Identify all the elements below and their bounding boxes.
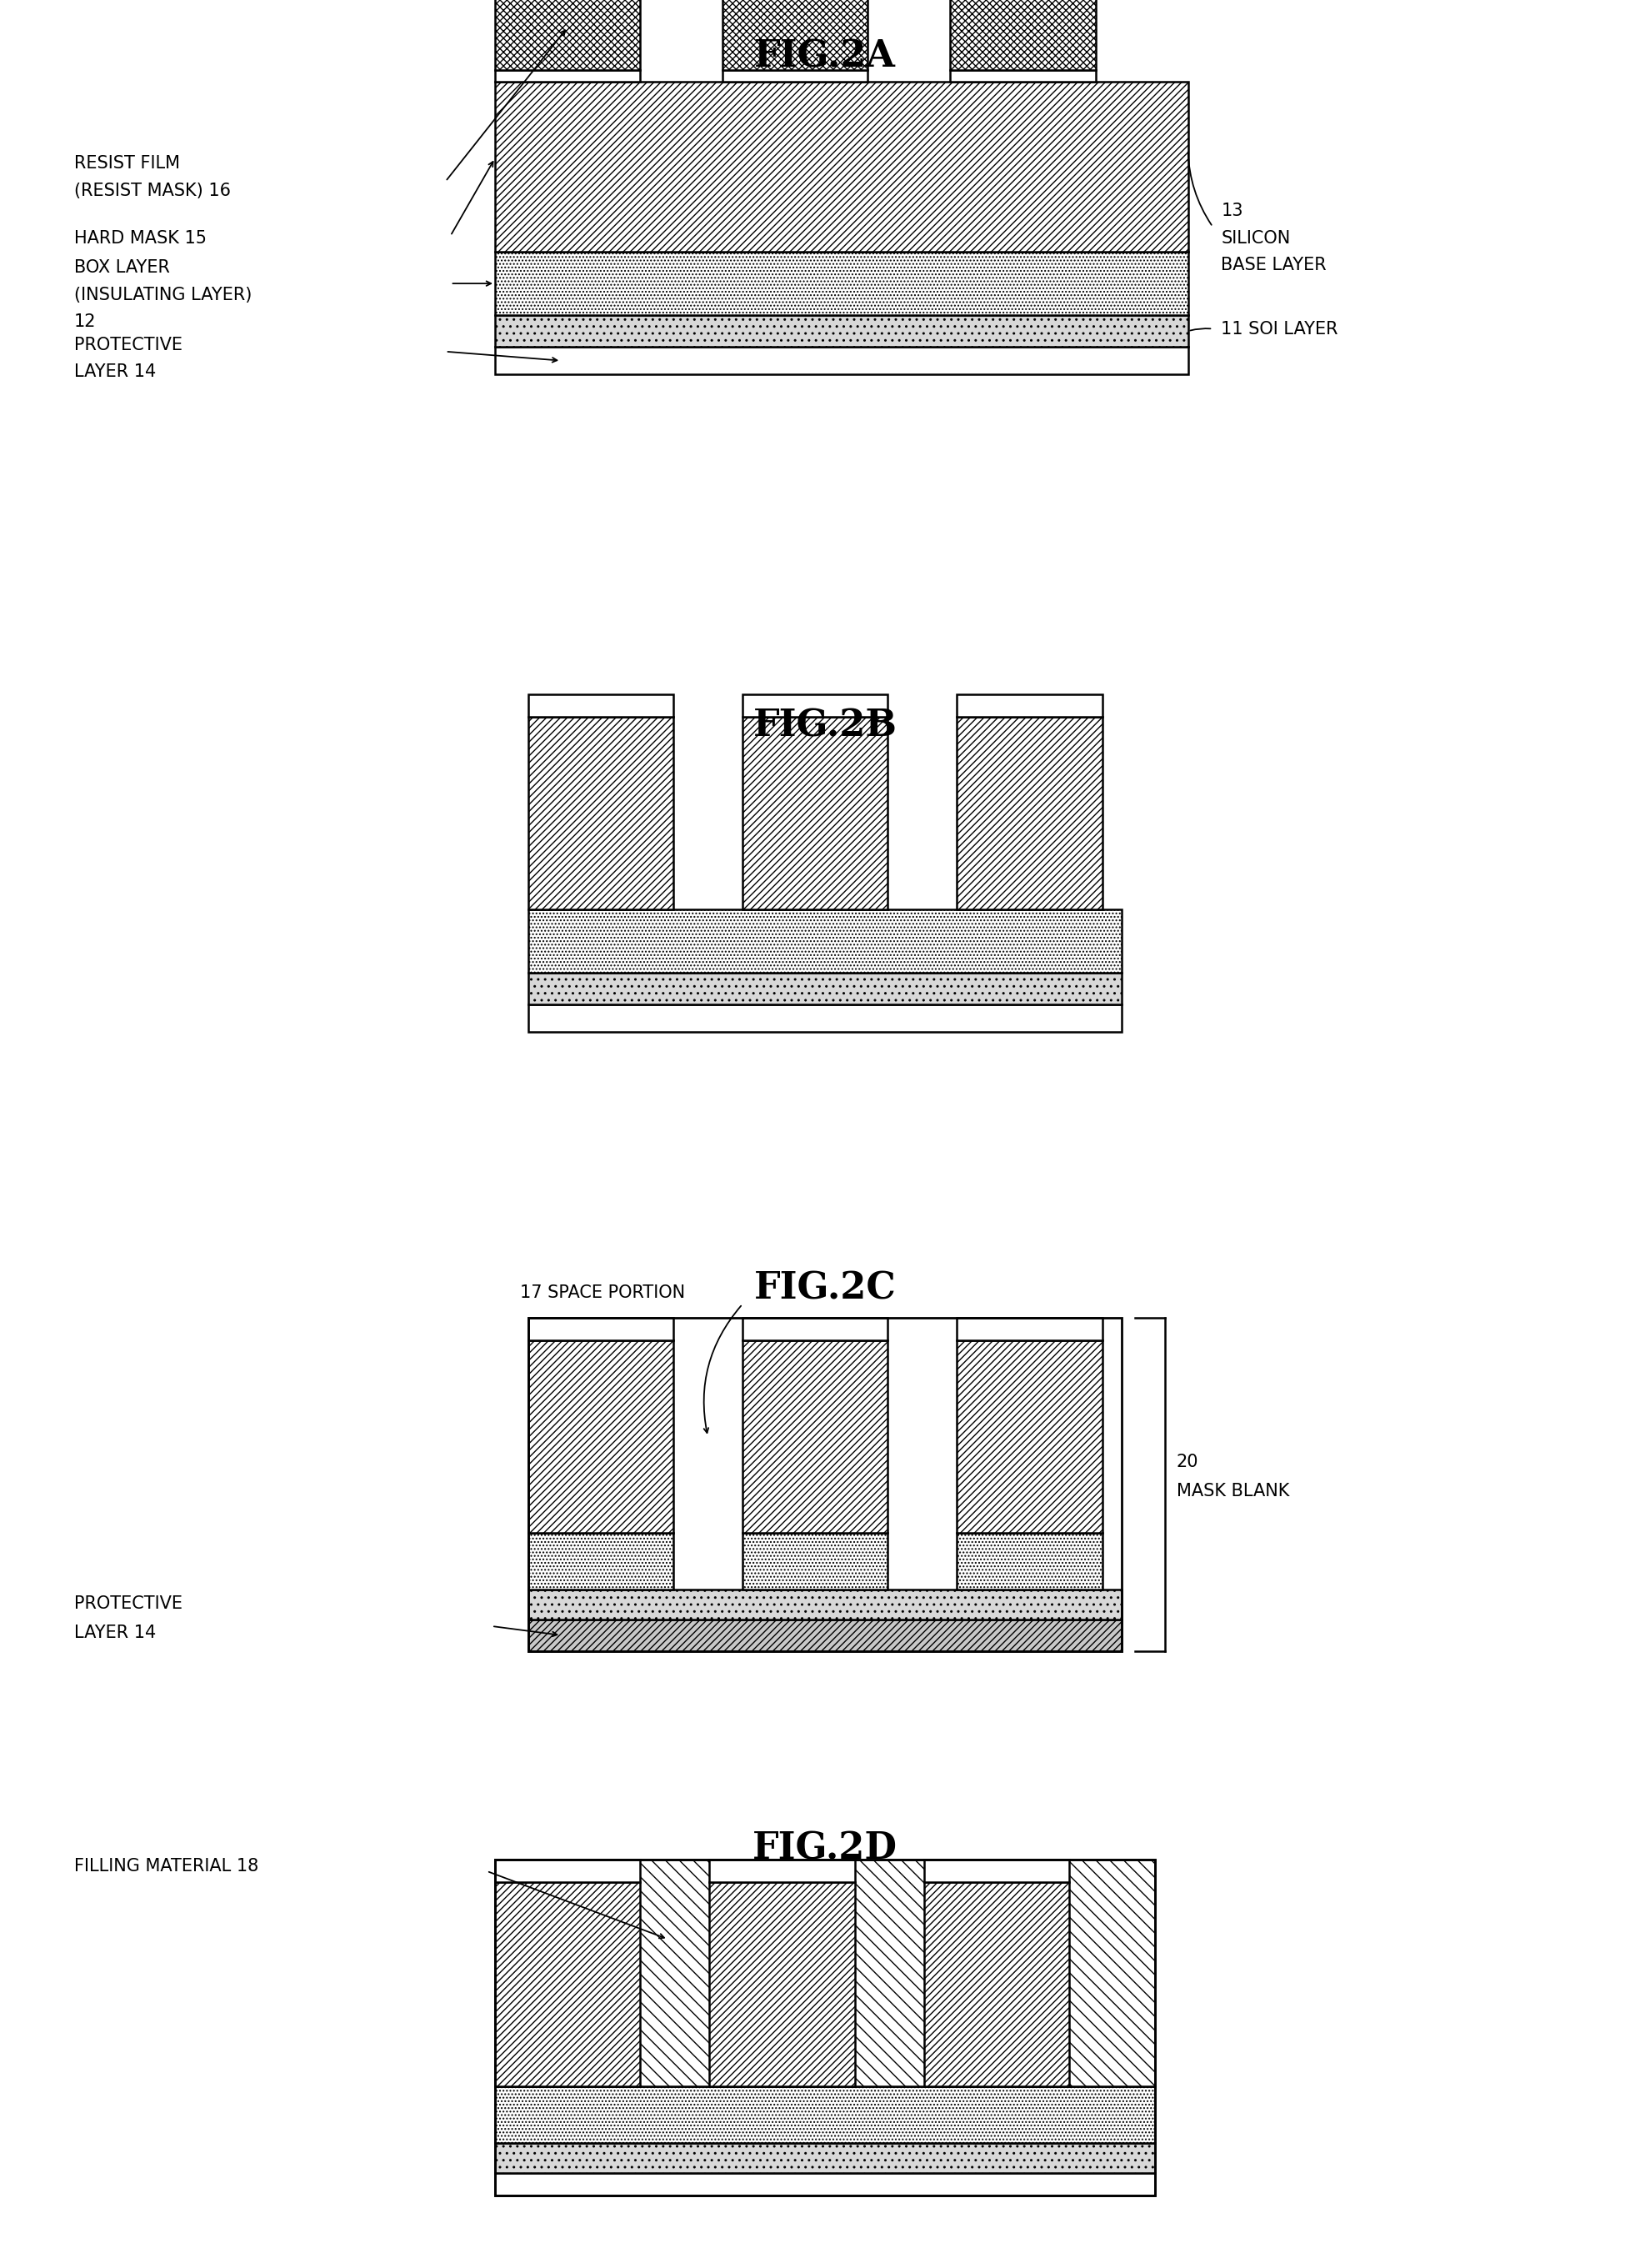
Text: LAYER 14: LAYER 14 [74, 1624, 157, 1642]
Bar [742, 694, 888, 717]
Bar [528, 1590, 1122, 1619]
Bar [710, 1860, 855, 1882]
Bar [495, 70, 640, 82]
Text: 11 SOI LAYER: 11 SOI LAYER [1221, 320, 1338, 338]
Bar [495, 347, 1188, 374]
Bar [495, 0, 640, 70]
Text: MASK BLANK: MASK BLANK [1176, 1483, 1289, 1499]
Text: (INSULATING LAYER): (INSULATING LAYER) [74, 286, 252, 304]
Text: FIG.2C: FIG.2C [754, 1270, 896, 1306]
Bar [957, 717, 1102, 909]
Text: PROTECTIVE: PROTECTIVE [74, 1594, 183, 1613]
Bar [957, 1340, 1102, 1533]
Bar [528, 1318, 673, 1340]
Text: LAYER 14: LAYER 14 [74, 363, 157, 381]
Bar [495, 252, 1188, 315]
Bar [528, 973, 1122, 1005]
Bar [924, 1860, 1069, 1882]
Bar [495, 2087, 1155, 2143]
Text: 12: 12 [74, 313, 96, 331]
Bar [528, 694, 673, 717]
Bar [528, 909, 1122, 973]
Text: (RESIST MASK) 16: (RESIST MASK) 16 [74, 181, 231, 200]
Bar [723, 70, 868, 82]
Bar [528, 1340, 673, 1533]
Bar [742, 1318, 888, 1340]
Bar [495, 315, 1188, 347]
Text: BASE LAYER: BASE LAYER [1221, 256, 1327, 274]
Bar [742, 717, 888, 909]
Bar [924, 1882, 1069, 2087]
Text: RESIST FILM: RESIST FILM [74, 154, 180, 172]
Bar [495, 1860, 1155, 2195]
Bar [528, 1533, 673, 1590]
Bar [723, 0, 868, 70]
Text: FIG.2B: FIG.2B [752, 708, 898, 744]
Bar [742, 1533, 888, 1590]
Text: FILLING MATERIAL 18: FILLING MATERIAL 18 [74, 1857, 259, 1876]
Bar [528, 1318, 1122, 1651]
Bar [957, 1318, 1102, 1340]
Bar [528, 1005, 1122, 1032]
Bar [495, 1860, 640, 1882]
Text: 17 SPACE PORTION: 17 SPACE PORTION [520, 1284, 685, 1302]
Bar [495, 82, 1188, 252]
Bar [495, 2173, 1155, 2195]
Bar [742, 1340, 888, 1533]
Bar [710, 1882, 855, 2087]
Text: PROTECTIVE: PROTECTIVE [74, 336, 183, 354]
Text: 13: 13 [1221, 202, 1242, 220]
Bar [950, 0, 1096, 70]
Bar [957, 694, 1102, 717]
Bar [495, 1860, 1155, 2087]
Bar [495, 1882, 640, 2087]
Bar [528, 717, 673, 909]
Bar [528, 1619, 1122, 1651]
Text: FIG.2D: FIG.2D [752, 1830, 898, 1867]
Text: SILICON: SILICON [1221, 229, 1290, 247]
Bar [957, 1533, 1102, 1590]
Text: HARD MASK 15: HARD MASK 15 [74, 229, 206, 247]
Text: 20: 20 [1176, 1454, 1198, 1470]
Text: FIG.2A: FIG.2A [754, 39, 896, 75]
Bar [495, 2143, 1155, 2173]
Bar [950, 70, 1096, 82]
Text: BOX LAYER: BOX LAYER [74, 259, 170, 277]
